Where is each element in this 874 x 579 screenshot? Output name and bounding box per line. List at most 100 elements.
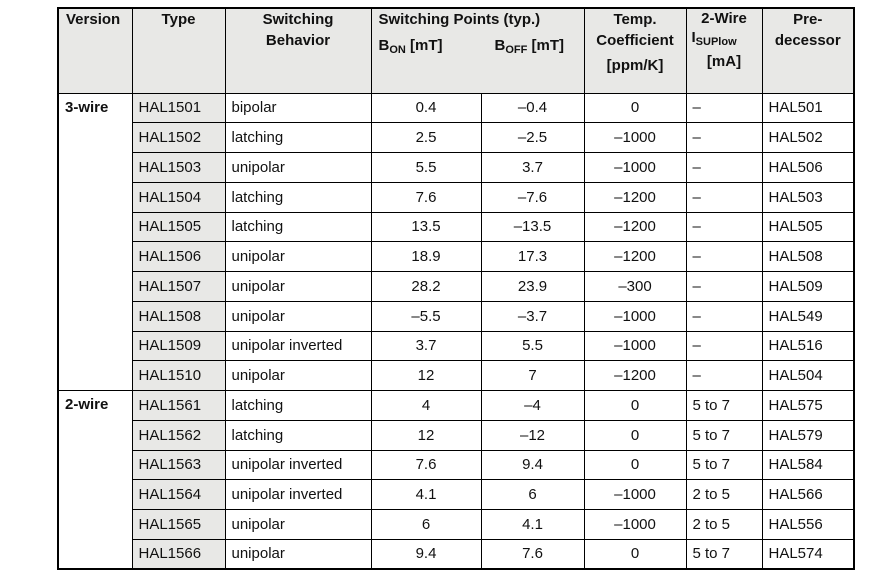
isup-cell: 5 to 7	[685, 538, 763, 570]
col-header-two-wire: 2-Wire ISUPlow [mA]	[685, 7, 763, 94]
predecessor-cell: HAL566	[761, 479, 855, 510]
predecessor-cell: HAL506	[761, 152, 855, 183]
col-header-version: Version	[57, 7, 133, 94]
type-cell: HAL1501	[131, 92, 226, 124]
table-row: HAL1507 unipolar 28.2 23.9 –300 – HAL509	[58, 271, 855, 302]
predecessor-cell: HAL516	[761, 330, 855, 362]
boff-cell: 6	[480, 479, 585, 510]
table-row: HAL1508 unipolar –5.5 –3.7 –1000 – HAL54…	[58, 300, 855, 332]
isup-cell: –	[685, 300, 763, 332]
behavior-cell: unipolar	[224, 538, 372, 570]
predecessor-cell: HAL575	[761, 390, 855, 421]
boff-cell: 7.6	[480, 538, 585, 570]
switching-behavior-line1: Switching	[262, 11, 334, 28]
bon-cell: 3.7	[370, 330, 482, 362]
type-cell: HAL1566	[131, 538, 226, 570]
isup-cell: –	[685, 330, 763, 362]
predecessor-cell: HAL504	[761, 360, 855, 391]
tempco-cell: 0	[583, 419, 687, 451]
predecessor-cell: HAL556	[761, 509, 855, 540]
type-cell: HAL1503	[131, 152, 226, 183]
type-cell: HAL1509	[131, 330, 226, 362]
predecessor-cell: HAL574	[761, 538, 855, 570]
behavior-cell: unipolar inverted	[224, 330, 372, 362]
bon-cell: 28.2	[370, 271, 482, 302]
col-header-switching-points: Switching Points (typ.) BON [mT] BOFF [m…	[370, 7, 585, 94]
bon-cell: 4.1	[370, 479, 482, 510]
temp-line2: Coefficient	[596, 32, 674, 49]
type-cell: HAL1506	[131, 241, 226, 272]
behavior-cell: unipolar	[224, 241, 372, 272]
boff-cell: –3.7	[480, 300, 585, 332]
version-group-cell: 2-wire	[57, 390, 133, 570]
isup-cell: 5 to 7	[685, 449, 763, 481]
tempco-cell: –1000	[583, 152, 687, 183]
tempco-cell: –1000	[583, 330, 687, 362]
predecessor-cell: HAL503	[761, 181, 855, 213]
boff-cell: 4.1	[480, 509, 585, 540]
bon-cell: 12	[370, 360, 482, 391]
tempco-cell: –1200	[583, 181, 687, 213]
isup-cell: –	[685, 152, 763, 183]
behavior-cell: unipolar	[224, 300, 372, 332]
type-cell: HAL1508	[131, 300, 226, 332]
two-wire-unit: [mA]	[706, 53, 742, 70]
behavior-cell: latching	[224, 122, 372, 153]
table-row: HAL1565 unipolar 6 4.1 –1000 2 to 5 HAL5…	[58, 509, 855, 540]
behavior-cell: latching	[224, 419, 372, 451]
tempco-cell: –1200	[583, 211, 687, 243]
bon-cell: 0.4	[370, 92, 482, 124]
type-cell: HAL1563	[131, 449, 226, 481]
col-header-switching-behavior: Switching Behavior	[224, 7, 372, 94]
isup-cell: 2 to 5	[685, 479, 763, 510]
predecessor-cell: HAL505	[761, 211, 855, 243]
type-cell: HAL1562	[131, 419, 226, 451]
tempco-cell: –1000	[583, 479, 687, 510]
type-cell: HAL1564	[131, 479, 226, 510]
type-cell: HAL1565	[131, 509, 226, 540]
boff-cell: –4	[480, 390, 585, 421]
behavior-cell: latching	[224, 390, 372, 421]
tempco-cell: –1000	[583, 122, 687, 153]
behavior-cell: unipolar	[224, 509, 372, 540]
switching-points-sublabels: BON [mT] BOFF [mT]	[379, 35, 584, 61]
isup-cell: 2 to 5	[685, 509, 763, 540]
bon-cell: 6	[370, 509, 482, 540]
isup-cell: –	[685, 211, 763, 243]
boff-cell: 7	[480, 360, 585, 391]
isup-cell: –	[685, 241, 763, 272]
table-row: 3-wire HAL1501 bipolar 0.4 –0.4 0 – HAL5…	[57, 92, 855, 391]
table-row: HAL1510 unipolar 12 7 –1200 – HAL504	[58, 360, 855, 391]
table-row: HAL1505 latching 13.5 –13.5 –1200 – HAL5…	[58, 211, 855, 243]
isup-cell: –	[685, 360, 763, 391]
bon-cell: 18.9	[370, 241, 482, 272]
predecessor-cell: HAL509	[761, 271, 855, 302]
bon-cell: 9.4	[370, 538, 482, 570]
two-wire-line1: 2-Wire	[701, 10, 747, 27]
predecessor-line2: decessor	[774, 32, 841, 49]
table-row: 2-wire HAL1561 latching 4 –4 0 5 to 7 HA…	[57, 390, 855, 570]
header-row: Version Type Switching Behavior Switchin…	[57, 7, 855, 94]
table-row: HAL1564 unipolar inverted 4.1 6 –1000 2 …	[58, 479, 855, 510]
boff-cell: –7.6	[480, 181, 585, 213]
isup-label: ISUPlow	[691, 29, 737, 48]
tempco-cell: 0	[583, 538, 687, 570]
tempco-cell: –1200	[583, 360, 687, 391]
tempco-cell: –1200	[583, 241, 687, 272]
type-cell: HAL1502	[131, 122, 226, 153]
behavior-cell: unipolar	[224, 360, 372, 391]
boff-cell: 9.4	[480, 449, 585, 481]
version-group-cell: 3-wire	[57, 92, 133, 391]
boff-cell: –12	[480, 419, 585, 451]
tempco-cell: –1000	[583, 300, 687, 332]
tempco-cell: 0	[583, 449, 687, 481]
boff-cell: 17.3	[480, 241, 585, 272]
table-row: HAL1562 latching 12 –12 0 5 to 7 HAL579	[58, 419, 855, 451]
tempco-cell: –1000	[583, 509, 687, 540]
type-cell: HAL1505	[131, 211, 226, 243]
predecessor-cell: HAL501	[761, 92, 855, 124]
table-row: HAL1503 unipolar 5.5 3.7 –1000 – HAL506	[58, 152, 855, 183]
bon-label: BON [mT]	[378, 37, 443, 56]
switching-points-title: Switching Points (typ.)	[378, 11, 541, 28]
